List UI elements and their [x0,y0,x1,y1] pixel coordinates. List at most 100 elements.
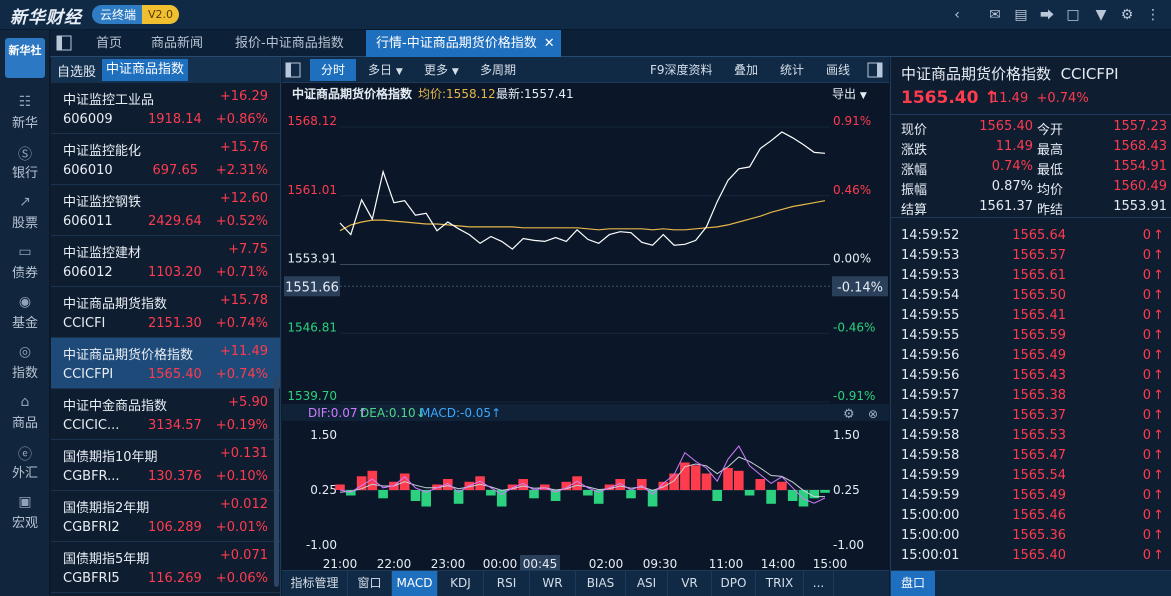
dropdown-label: 更多 [424,63,449,77]
indicator-tab[interactable]: RSI [484,571,530,596]
tick-time: 14:59:57 [901,408,960,423]
quote-label: 现价 [901,123,928,138]
tab-fenshi[interactable]: 分时 [310,59,356,81]
change-pct: +0.74% [1036,91,1089,106]
chart-panel: 分时 多日 ▼ 更多 ▼ 多周期 F9深度资料 叠加 统计 画线 中证商品期货价… [282,57,889,596]
xinhua-brand-badge[interactable]: 新华社 [5,38,45,78]
instrument-price: 1103.20 [148,265,202,280]
price-tick-label: 1546.81 [287,320,337,334]
last-price-label: 最新:1557.41 [496,87,574,101]
indicator-tab[interactable]: ASI [626,571,668,596]
tab-commodity-news[interactable]: 商品新闻 [151,36,204,51]
sidepanel-toggle-icon[interactable] [864,59,886,81]
watchlist-row[interactable]: 国债期指2年期 +0.012 CGBFRI2 106.289 +0.01% [51,491,280,542]
dif-label: DIF:0.07↑ [308,406,368,420]
quote-value: 1560.49 [1113,179,1167,194]
watchlist-row[interactable]: 国债期指10年期 +0.131 CGBFR... 130.376 +0.10% [51,440,280,491]
watchlist-row[interactable]: 中证监控建材 +7.75 606012 1103.20 +0.71% [51,236,280,287]
mail-icon[interactable]: ✉ [989,7,1001,23]
arrow-up-icon: ↑ [1153,248,1164,263]
pct-tick-label: -0.91% [833,389,875,403]
macd-histogram-bar [701,473,712,490]
multi-period-button[interactable]: 多周期 [480,63,517,77]
tab-watchlist-commodity-index[interactable]: 中证商品指数 [102,59,189,81]
tick-time: 14:59:57 [901,388,960,403]
panel-toggle-icon[interactable] [282,59,304,81]
time-tick-label: 15:00 [813,557,848,570]
tick-volume: 0 [1142,488,1151,503]
nav-bank[interactable]: Ⓢ 银行 [0,144,50,181]
more-icon[interactable]: ⋮ [1146,7,1160,23]
indicator-tab[interactable]: MACD [392,571,438,596]
tab-market-price-index[interactable]: 行情-中证商品期货价格指数 ✕ [366,30,561,57]
export-label: 导出 [832,87,857,101]
watchlist-row[interactable]: 中证监控能化 +15.76 606010 697.65 +2.31% [51,134,280,185]
nav-bond[interactable]: ▭ 债券 [0,244,50,281]
arrow-up-icon: ↑ [1153,508,1164,523]
settings-icon[interactable]: ⚙ [1120,7,1134,23]
tab-watchlist-self[interactable]: 自选股 [57,64,97,80]
arrow-up-icon: ↑ [1153,348,1164,363]
watchlist-row[interactable]: 中证监控工业品 +16.29 606009 1918.14 +0.86% [51,83,280,134]
watchlist-scrollbar[interactable] [274,377,279,587]
tick-volume: 0 [1142,508,1151,523]
macd-histogram-bar [453,490,464,504]
indicator-tab[interactable]: ... [804,571,834,596]
watchlist-row[interactable]: 中证监控钢铁 +12.60 606011 2429.64 +0.52% [51,185,280,236]
indicator-tab[interactable]: WR [530,571,576,596]
macd-label: MACD:-0.05↑ [420,406,501,420]
tick-volume: 0 [1142,388,1151,403]
tick-volume: 0 [1142,428,1151,443]
indicator-tab[interactable]: DPO [712,571,756,596]
share-icon[interactable]: ⮕ [1040,8,1054,24]
nav-index[interactable]: ◎ 指数 [0,344,50,381]
indicator-tab[interactable]: 窗口 [348,571,392,596]
tab-home[interactable]: 首页 [96,36,123,51]
skin-icon[interactable]: ▼ [1095,7,1107,23]
arrow-up-icon: ↑ [1153,228,1164,243]
watchlist-row[interactable]: 中证商品期货价格指数 +11.49 CCICFPI 1565.40 +0.74% [51,338,280,389]
draw-button[interactable]: 画线 [826,63,851,77]
stats-button[interactable]: 统计 [780,63,805,77]
nav-commodity[interactable]: ⌂ 商品 [0,394,50,431]
nav-macro[interactable]: ▣ 宏观 [0,494,50,531]
indicator-tab[interactable]: KDJ [438,571,484,596]
document-icon[interactable]: □ [1066,7,1080,23]
instrument-price: 697.65 [152,163,199,178]
watchlist-row[interactable]: 中证商品期货指数 +15.78 CCICFI 2151.30 +0.74% [51,287,280,338]
macd-header-bar [282,404,889,421]
arrow-up-icon: ↑ [1153,268,1164,283]
message-icon[interactable]: ▤ [1014,7,1028,23]
nav-xinhua[interactable]: ☷ 新华 [0,94,50,131]
indicator-tab[interactable]: VR [668,571,712,596]
cloud-terminal-badge[interactable]: 云终端 V2.0 [92,5,180,24]
macd-histogram-bar [626,490,636,499]
more-dropdown[interactable]: 更多 ▼ [416,59,467,81]
macd-tick-label: 1.50 [833,428,860,442]
macd-histogram-bar [744,490,755,496]
layout-toggle-icon[interactable] [52,30,76,57]
overlay-button[interactable]: 叠加 [734,63,759,77]
nav-forex[interactable]: ⓔ 外汇 [0,444,50,481]
instrument-pct: +0.86% [215,112,268,127]
tab-quote-index[interactable]: 报价-中证商品指数 [235,36,344,51]
macd-histogram-bar [410,490,421,501]
f9-button[interactable]: F9深度资料 [650,63,713,77]
watchlist-row[interactable]: 中证中金商品指数 +5.90 CCICIC... 3134.57 +0.19% [51,389,280,440]
indicator-tab[interactable]: 指标管理 [282,571,348,596]
nav-fund[interactable]: ◉ 基金 [0,294,50,331]
indicator-tab[interactable]: TRIX [756,571,804,596]
export-button[interactable]: 导出 ▼ [832,84,867,106]
back-icon[interactable]: ‹ [954,7,960,23]
tab-order-book[interactable]: 盘口 [891,571,936,596]
close-icon[interactable]: ✕ [543,36,555,51]
multi-day-dropdown[interactable]: 多日 ▼ [360,59,411,81]
avg-price-line [339,200,826,232]
instrument-code: 606011 [63,214,113,229]
quote-value: 0.74% [991,159,1033,174]
indicator-tab[interactable]: BIAS [576,571,626,596]
intraday-chart[interactable]: 1568.12 1561.01 1553.91 1546.81 1539.70 0.91%… [282,104,889,570]
watchlist-row[interactable]: 国债期指5年期 +0.071 CGBFRI5 116.269 +0.06% [51,542,280,593]
nav-stock[interactable]: ↗ 股票 [0,194,50,231]
nav-label: 商品 [11,416,38,431]
